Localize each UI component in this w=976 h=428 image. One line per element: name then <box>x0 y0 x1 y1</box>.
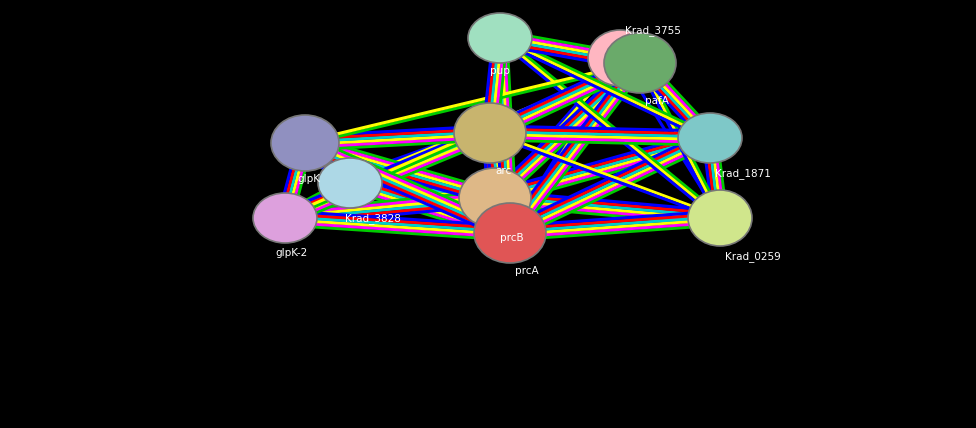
Text: pup: pup <box>490 66 509 76</box>
Text: glpK-2: glpK-2 <box>275 248 307 258</box>
Text: prcB: prcB <box>500 233 524 243</box>
Ellipse shape <box>468 13 532 63</box>
Text: Krad_3828: Krad_3828 <box>345 213 401 224</box>
Ellipse shape <box>318 158 382 208</box>
Text: Krad_3755: Krad_3755 <box>625 25 681 36</box>
Ellipse shape <box>678 113 742 163</box>
Text: arc: arc <box>495 166 511 176</box>
Text: prcA: prcA <box>515 266 539 276</box>
Ellipse shape <box>253 193 317 243</box>
Text: glpK: glpK <box>297 174 320 184</box>
Text: Krad_1871: Krad_1871 <box>715 168 771 179</box>
Ellipse shape <box>474 203 546 263</box>
Text: pafA: pafA <box>645 96 669 106</box>
Ellipse shape <box>688 190 752 246</box>
Ellipse shape <box>454 103 526 163</box>
Text: Krad_0259: Krad_0259 <box>725 251 781 262</box>
Ellipse shape <box>604 33 676 93</box>
Ellipse shape <box>588 30 652 86</box>
Ellipse shape <box>459 168 531 228</box>
Ellipse shape <box>271 115 339 171</box>
